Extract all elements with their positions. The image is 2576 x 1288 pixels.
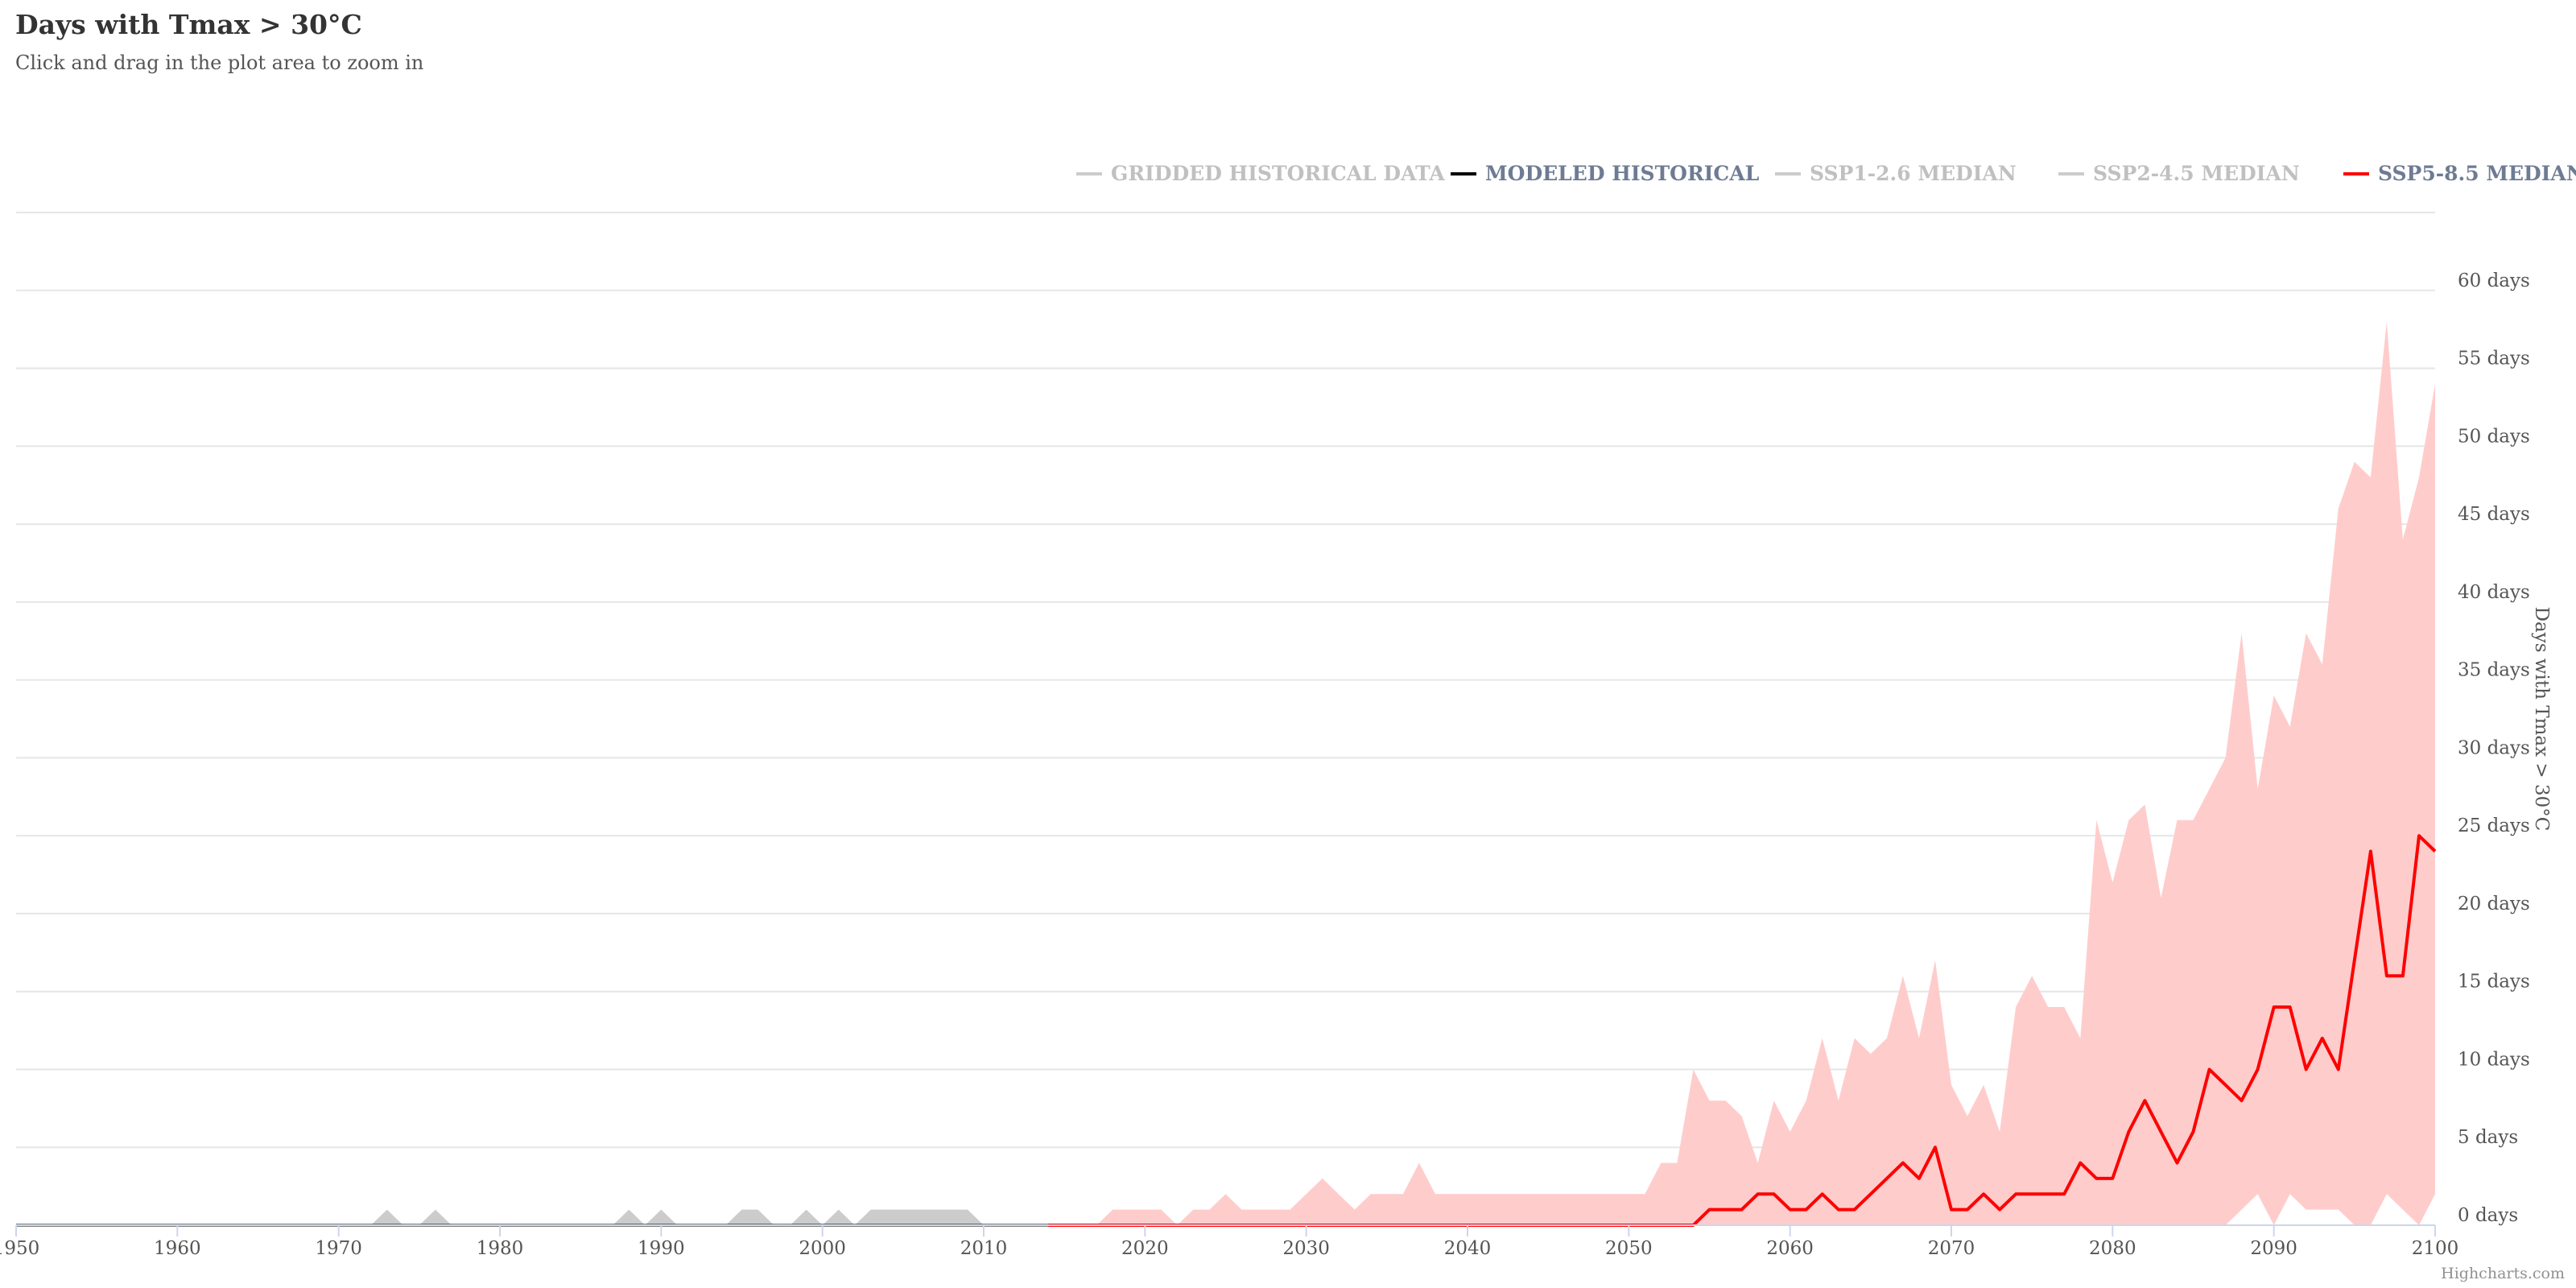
legend-item[interactable]: MODELED HISTORICAL xyxy=(1451,162,1760,185)
y-tick-label: 60 days xyxy=(2458,270,2530,291)
x-tick-label: 2030 xyxy=(1282,1238,1330,1259)
chart-title: Days with Tmax > 30°C xyxy=(15,9,362,40)
legend-label: SSP1-2.6 MEDIAN xyxy=(1810,162,2017,185)
x-tick-label: 1970 xyxy=(315,1238,362,1259)
x-tick-label: 2080 xyxy=(2089,1238,2136,1259)
x-tick-label: 2090 xyxy=(2250,1238,2297,1259)
y-tick-label: 0 days xyxy=(2458,1205,2518,1226)
y-tick-label: 35 days xyxy=(2458,660,2530,681)
x-axis: 1950 1960 1970 1980 1990 2000 2010 2020 2030 2040… xyxy=(0,1224,2459,1259)
x-tick-label: 2050 xyxy=(1605,1238,1653,1259)
legend: GRIDDED HISTORICAL DATA MODELED HISTORICA… xyxy=(1076,162,2576,185)
y-tick-label: 55 days xyxy=(2458,349,2530,369)
x-tick-label: 2070 xyxy=(1928,1238,1975,1259)
legend-label: MODELED HISTORICAL xyxy=(1485,162,1760,185)
legend-label: SSP5-8.5 MEDIAN xyxy=(2378,162,2576,185)
x-tick-label: 1980 xyxy=(477,1238,524,1259)
legend-item[interactable]: SSP5-8.5 MEDIAN xyxy=(2343,162,2576,185)
y-tick-label: 15 days xyxy=(2458,972,2530,993)
credits-link[interactable]: Highcharts.com xyxy=(2441,1265,2565,1282)
grid-lines xyxy=(16,212,2435,1226)
ssp585-range-band xyxy=(1048,321,2435,1225)
legend-item[interactable]: SSP2-4.5 MEDIAN xyxy=(2058,162,2300,185)
y-tick-label: 40 days xyxy=(2458,582,2530,603)
y-tick-label: 50 days xyxy=(2458,426,2530,447)
y-tick-label: 30 days xyxy=(2458,737,2530,758)
x-tick-label: 2020 xyxy=(1121,1238,1169,1259)
x-tick-label: 2040 xyxy=(1444,1238,1492,1259)
historical-range-band xyxy=(16,1209,1049,1225)
x-tick-label: 1950 xyxy=(0,1238,39,1259)
x-tick-label: 2010 xyxy=(960,1238,1008,1259)
legend-item[interactable]: SSP1-2.6 MEDIAN xyxy=(1775,162,2017,185)
y-axis-title: Days with Tmax > 30°C xyxy=(2531,607,2552,832)
x-tick-label: 2060 xyxy=(1766,1238,1814,1259)
range-bands xyxy=(16,321,2435,1225)
x-tick-label: 1990 xyxy=(638,1238,685,1259)
y-tick-label: 20 days xyxy=(2458,894,2530,914)
y-tick-label: 25 days xyxy=(2458,815,2530,836)
x-tick-label: 1960 xyxy=(154,1238,201,1259)
y-tick-label: 10 days xyxy=(2458,1049,2530,1070)
x-tick-label: 2000 xyxy=(799,1238,846,1259)
y-tick-label: 45 days xyxy=(2458,504,2530,525)
legend-label: GRIDDED HISTORICAL DATA xyxy=(1111,162,1445,185)
x-tick-label: 2100 xyxy=(2412,1238,2459,1259)
legend-item[interactable]: GRIDDED HISTORICAL DATA xyxy=(1076,162,1445,185)
y-tick-label: 5 days xyxy=(2458,1127,2518,1148)
chart-subtitle: Click and drag in the plot area to zoom … xyxy=(15,52,423,74)
y-axis: 0 days 5 days 10 days 15 days 20 days 25 days… xyxy=(2458,270,2530,1226)
legend-label: SSP2-4.5 MEDIAN xyxy=(2093,162,2300,185)
